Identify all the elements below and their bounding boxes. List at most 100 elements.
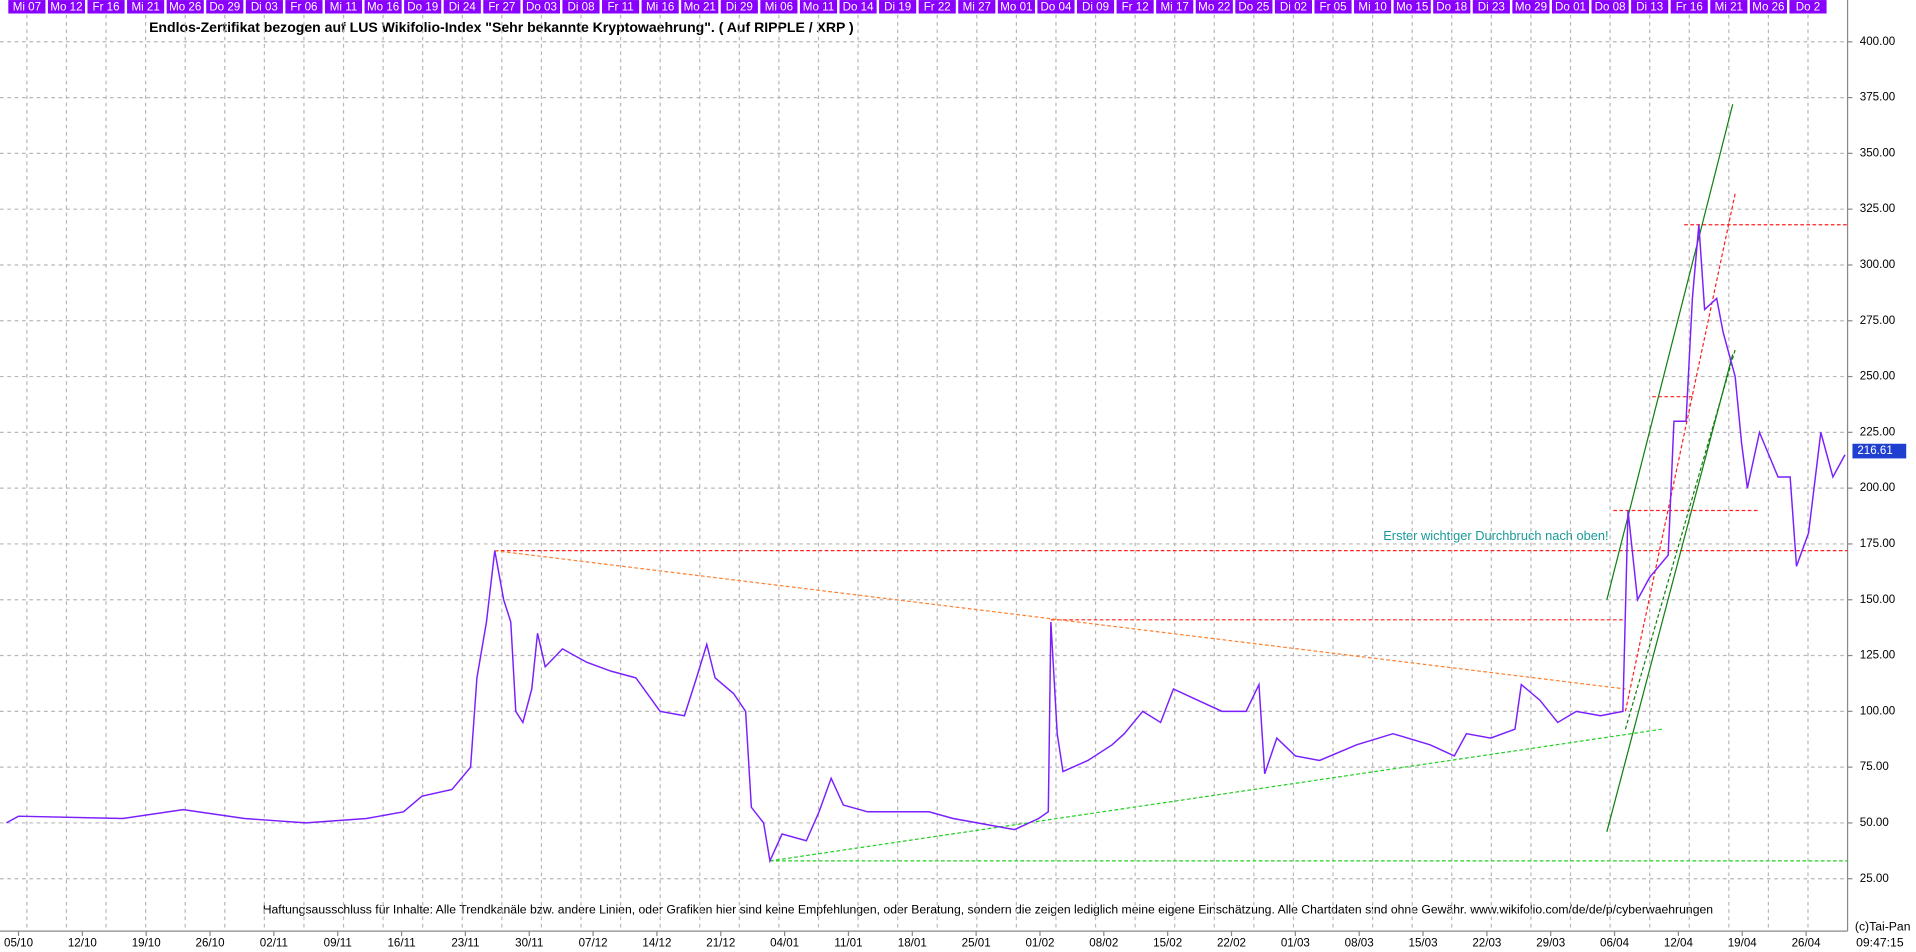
top-label: Mo 21 (684, 0, 716, 13)
x-tick-label: 14/12 (642, 936, 671, 949)
x-tick-label: 15/02 (1153, 936, 1182, 949)
x-tick-label: 25/01 (962, 936, 991, 949)
x-tick-label: 30/11 (515, 936, 543, 949)
y-tick-label: 400.00 (1860, 35, 1895, 48)
top-label-box (918, 0, 956, 14)
top-label: Fr 12 (1122, 0, 1149, 13)
top-label-box (87, 0, 125, 14)
trend-line (1606, 354, 1734, 832)
top-label-box (443, 0, 481, 14)
top-label-box (404, 0, 442, 14)
top-label: Di 09 (1082, 0, 1109, 13)
top-label: Do 01 (1555, 0, 1586, 13)
x-tick-label: 12/04 (1664, 936, 1694, 949)
top-label-box (562, 0, 600, 14)
top-label-box (1195, 0, 1233, 14)
x-tick-label: 21/12 (706, 936, 735, 949)
top-label: Mi 16 (646, 0, 674, 13)
top-label-box (1789, 0, 1827, 14)
top-label-box (483, 0, 521, 14)
top-label-box (997, 0, 1035, 14)
y-tick-label: 125.00 (1860, 649, 1895, 662)
top-label-box (324, 0, 363, 14)
top-label-box (285, 0, 323, 14)
y-tick-label: 50.00 (1860, 816, 1889, 829)
y-tick-label: 200.00 (1860, 481, 1895, 494)
top-label: Do 2 (1796, 0, 1820, 13)
time: 09:47:15 (1856, 936, 1904, 950)
y-tick-label: 225.00 (1860, 425, 1895, 438)
top-label: Do 25 (1238, 0, 1269, 13)
x-tick-label: 01/03 (1281, 936, 1310, 949)
top-label: Di 08 (567, 0, 594, 13)
top-label-box (1472, 0, 1510, 14)
top-label-box (245, 0, 283, 14)
y-tick-label: 175.00 (1860, 537, 1895, 550)
top-label: Mo 16 (367, 0, 399, 13)
x-tick-label: 15/03 (1409, 936, 1438, 949)
top-label-box (602, 0, 640, 14)
x-tick-label: 18/01 (898, 936, 927, 949)
top-label: Mo 26 (1752, 0, 1784, 13)
x-tick-label: 07/12 (579, 936, 608, 949)
top-label: Do 14 (843, 0, 874, 13)
top-label-box (839, 0, 877, 14)
top-label: Mo 15 (1396, 0, 1428, 13)
top-label-box (8, 0, 46, 14)
x-tick-label: 02/11 (260, 936, 288, 949)
x-tick-label: 26/04 (1792, 936, 1822, 949)
y-tick-label: 325.00 (1860, 202, 1895, 215)
top-label-box (127, 0, 165, 14)
x-tick-label: 26/10 (196, 936, 225, 949)
x-tick-label: 01/02 (1025, 936, 1054, 949)
top-label: Di 24 (449, 0, 477, 13)
y-tick-label: 375.00 (1860, 91, 1895, 104)
top-label: Do 18 (1436, 0, 1467, 13)
x-tick-label: 09/11 (324, 936, 352, 949)
top-label-box (1037, 0, 1075, 14)
top-label: Mi 06 (765, 0, 793, 13)
top-label-box (1393, 0, 1431, 14)
top-label-box (1235, 0, 1273, 14)
x-tick-label: 16/11 (387, 936, 415, 949)
top-label-box (47, 0, 86, 14)
x-tick-label: 29/03 (1536, 936, 1565, 949)
grid (0, 14, 1848, 932)
trend-line (769, 728, 1662, 862)
top-label: Do 03 (526, 0, 557, 13)
top-label: Fr 27 (488, 0, 515, 13)
y-tick-label: 75.00 (1860, 760, 1889, 773)
x-tick-label: 08/02 (1089, 936, 1118, 949)
top-label: Mi 21 (131, 0, 159, 13)
trend-line (1624, 349, 1736, 730)
top-label: Mi 27 (963, 0, 991, 13)
x-tick-label: 22/03 (1472, 936, 1501, 949)
price-line (6, 224, 1846, 864)
y-tick-label: 300.00 (1860, 258, 1895, 271)
top-label-box (958, 0, 996, 14)
top-label-box (1591, 0, 1629, 14)
top-label-box (641, 0, 679, 14)
y-tick-label: 250.00 (1860, 370, 1895, 383)
top-label: Mo 22 (1198, 0, 1230, 13)
top-label: Fr 11 (607, 0, 633, 13)
top-label: Mi 07 (13, 0, 41, 13)
last-value-box (1852, 443, 1907, 459)
top-label-box (1116, 0, 1154, 14)
top-label-box (1274, 0, 1313, 14)
top-label: Mo 26 (169, 0, 201, 13)
disclaimer: Haftungsausschluss für Inhalte: Alle Tre… (263, 903, 1713, 917)
top-label: Mi 17 (1161, 0, 1189, 13)
y-tick-label: 350.00 (1860, 146, 1895, 159)
top-label-box (1551, 0, 1590, 14)
top-label-box (879, 0, 917, 14)
top-label: Di 19 (884, 0, 911, 13)
top-label: Fr 22 (924, 0, 951, 13)
top-label: Mo 11 (803, 0, 834, 13)
chart-title: Endlos-Zertifikat bezogen auf LUS Wikifo… (149, 19, 854, 35)
y-tick-label: 25.00 (1860, 872, 1889, 885)
top-label: Fr 06 (290, 0, 317, 13)
top-label: Mo 01 (1000, 0, 1032, 13)
